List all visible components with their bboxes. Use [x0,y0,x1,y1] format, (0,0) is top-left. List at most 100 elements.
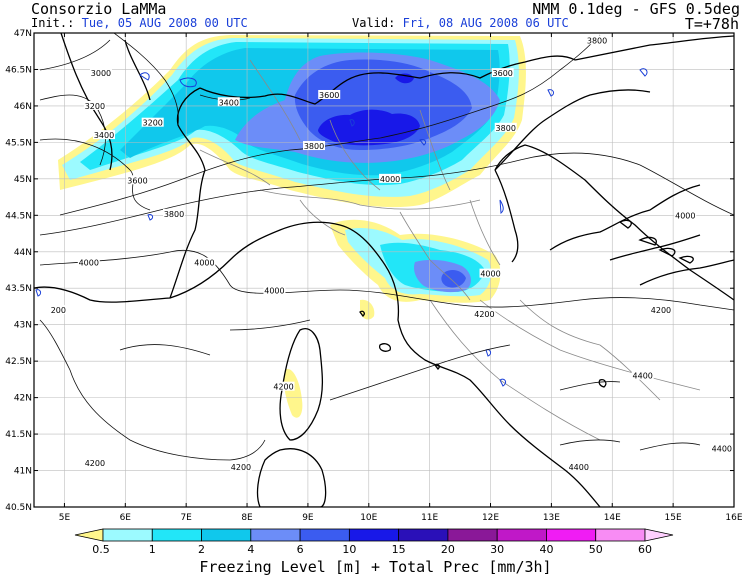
lon-label: 13E [543,513,560,523]
lat-label: 45.5N [5,138,32,148]
contour-label: 3800 [496,124,516,133]
colorbar-tick-label: 30 [490,543,504,556]
contour-label-bg [303,141,325,151]
contour-label-bg [710,443,733,453]
contour-label-bg [674,210,697,220]
org-title: Consorzio LaMMa [31,0,167,18]
contour-label-bg [479,268,502,278]
colorbar-tick-label: 0.5 [92,543,110,556]
colorbar-swatch [595,528,646,542]
contour-label-bg [193,257,216,267]
init-label: Init.: [31,16,75,30]
coastlines-borders [34,33,734,507]
model-title: NMM 0.1deg - GFS 0.5deg [532,0,740,18]
colorbar-tick-label: 50 [589,543,603,556]
precip-corsica [283,299,375,418]
lon-label: 5E [59,513,71,523]
contour-label: 4000 [79,259,99,268]
contour-label-bg [263,285,286,295]
colorbar-low-arrow [74,528,104,542]
contour-label-bg [272,381,295,391]
lon-label: 6E [120,513,132,523]
init-info: Init.: Tue, 05 AUG 2008 00 UTC [31,17,248,30]
lat-label: 44.5N [5,211,32,221]
contour-label: 4200 [651,306,671,315]
contour-label: 4000 [480,270,500,279]
colorbar-swatch [250,528,301,542]
colorbar-swatch [546,528,597,542]
lon-label: 9E [302,513,314,523]
colorbar-swatch [151,528,202,542]
contour-label: 4200 [231,463,251,472]
contour-label: 4400 [633,372,653,381]
forecast-step: T=+78h [684,15,739,33]
contour-label: 3200 [143,119,163,128]
lat-label: 45N [14,175,32,185]
contour-label: 4400 [569,463,589,472]
contour-label: 3600 [127,176,147,185]
contour-label-bg [163,208,185,218]
lon-label: 12E [482,513,499,523]
contour-label-bg [49,305,67,315]
contour-label: 4200 [474,310,494,319]
contour-label-bg [567,461,590,471]
lat-label: 46N [14,102,32,112]
contour-label: 3200 [85,102,105,111]
lat-label: 41.5N [5,430,32,440]
map-area: 3000 3200 3200 3400 3400 3600 3600 3600 3800 3800… [34,33,734,507]
contour-label: 4200 [85,459,105,468]
contour-label: 3400 [219,98,239,107]
colorbar-swatch [496,528,547,542]
contour-label-bg [217,97,240,107]
colorbar-swatch [299,528,350,542]
colorbar-tick-label: 60 [638,543,652,556]
contour-label-bg [77,257,100,267]
colorbar-tick-label: 4 [247,543,254,556]
init-value: Tue, 05 AUG 2008 00 UTC [81,16,248,30]
valid-info: Valid: Fri, 08 AUG 2008 06 UTC [352,17,569,30]
colorbar-swatch [201,528,252,542]
contour-label-bg [229,461,252,471]
contour-label: 3800 [164,210,184,219]
contour-label: 4000 [264,286,284,295]
lat-label: 43N [14,321,32,331]
contour-label: 4400 [712,445,732,454]
contour-label: 4000 [675,211,695,220]
lat-label: 42N [14,394,32,404]
colorbar: 0.5 1 2 4 6 10 15 20 30 40 50 60 [74,528,674,556]
lon-label: 10E [360,513,377,523]
colorbar-tick-label: 40 [539,543,553,556]
valid-label: Valid: [352,16,396,30]
colorbar-tick-label: 6 [297,543,304,556]
lon-label: 16E [725,513,742,523]
contour-label: 3800 [587,36,607,45]
legend-title: Freezing Level [m] + Total Prec [mm/3h] [199,558,552,576]
contour-label-bg [649,305,672,315]
contour-label: 4000 [380,175,400,184]
contour-label-bg [93,130,115,140]
contour-label-bg [586,35,609,45]
contour-label-bg [491,68,514,78]
lat-label: 41N [14,467,32,477]
contour-label-bg [473,308,496,318]
colorbar-tick-label: 1 [149,543,156,556]
contour-labels: 3000 3200 3200 3400 3400 3600 3600 3600 3800 3800… [49,35,733,472]
lon-label: 11E [421,513,438,523]
contour-label: 200 [51,306,66,315]
valid-value: Fri, 08 AUG 2008 06 UTC [402,16,569,30]
latitude-labels: 47N 46.5N 46N 45.5N 45N 44.5N 44N 43.5N 43N 42.5N… [5,29,32,513]
longitude-labels: 5E 6E 7E 8E 9E 10E 11E 12E 13E 14E 15E 16E [59,513,743,523]
contour-label-bg [89,68,112,78]
contour-label: 3800 [304,142,324,151]
contour-label: 3000 [91,69,111,78]
contour-label-bg [631,370,654,380]
map-frame [33,32,735,508]
contour-label-bg [126,175,149,185]
lon-label: 8E [241,513,253,523]
precip-tuscany [330,219,501,303]
axis-ticks [34,32,735,508]
colorbar-swatch [398,528,449,542]
lat-label: 46.5N [5,65,32,75]
colorbar-tick-label: 2 [198,543,205,556]
contour-label-bg [379,173,402,183]
